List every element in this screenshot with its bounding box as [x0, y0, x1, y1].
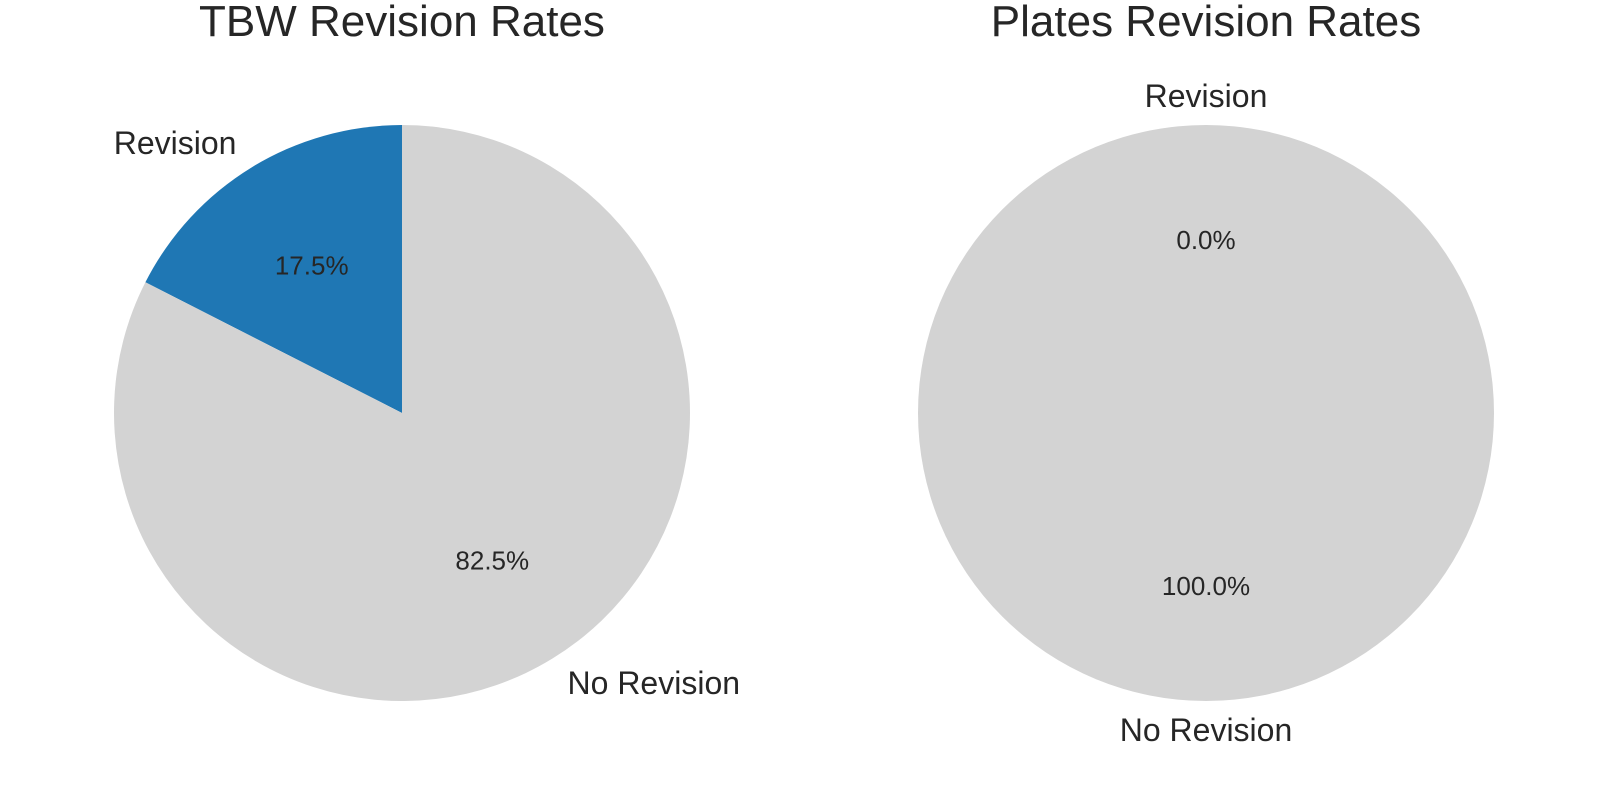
plates-labels: Revision 0.0% No Revision 100.0% — [1120, 78, 1293, 748]
tbw-slice-revision — [145, 125, 402, 413]
tbw-slice-revision-percent: 17.5% — [275, 251, 349, 281]
plates-slice-no-revision — [918, 125, 1494, 701]
plates-pie-chart: Plates Revision Rates Revision 0.0% No Rev… — [918, 0, 1494, 748]
tbw-slice-revision-label: Revision — [114, 125, 237, 161]
plates-chart-title: Plates Revision Rates — [991, 0, 1421, 46]
plates-slice-no-revision-label: No Revision — [1120, 712, 1293, 748]
tbw-slices — [113, 125, 690, 701]
tbw-slice-no-revision-label: No Revision — [568, 665, 741, 701]
tbw-labels: Revision 17.5% No Revision 82.5% — [114, 125, 740, 701]
plates-slice-revision-percent: 0.0% — [1176, 225, 1235, 255]
plates-slice-revision-label: Revision — [1145, 78, 1268, 114]
tbw-slice-no-revision — [113, 125, 690, 701]
tbw-pie-chart: TBW Revision Rates Revision 17.5% No Revis… — [114, 0, 740, 701]
plates-slice-no-revision-percent: 100.0% — [1162, 571, 1250, 601]
tbw-slice-no-revision-percent: 82.5% — [455, 545, 529, 575]
plates-slices — [918, 125, 1494, 701]
tbw-chart-title: TBW Revision Rates — [199, 0, 605, 46]
